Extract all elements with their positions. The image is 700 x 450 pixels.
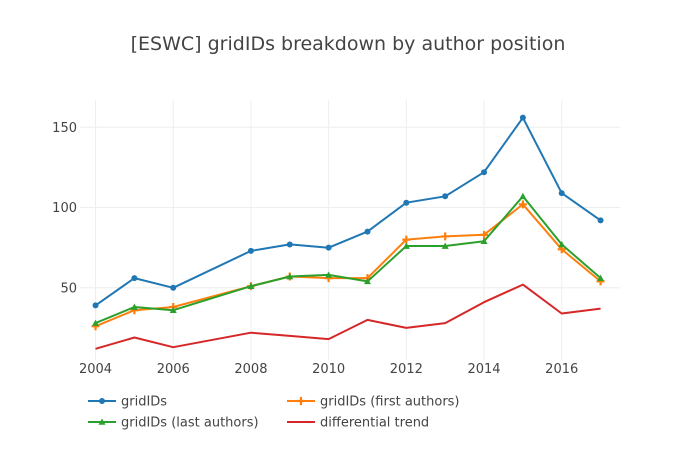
data-point [286, 273, 294, 280]
series-2 [92, 192, 605, 326]
x-tick-label: 2016 [545, 362, 578, 377]
x-tick-label: 2010 [312, 362, 345, 377]
data-point [597, 217, 604, 224]
series-3 [95, 283, 601, 350]
data-point [169, 306, 177, 314]
data-point [403, 199, 410, 206]
data-point [480, 237, 488, 245]
data-point [92, 302, 99, 309]
series-line [95, 283, 601, 350]
legend-item[interactable]: gridIDs [88, 395, 167, 410]
data-point [441, 242, 449, 249]
data-point [480, 230, 489, 239]
legend-marker [297, 397, 305, 405]
data-point [518, 200, 527, 209]
data-point [519, 192, 527, 200]
legend-label: gridIDs [121, 395, 167, 410]
data-point [597, 274, 605, 281]
data-point [130, 303, 138, 310]
x-tick-label: 2014 [467, 362, 500, 377]
x-tick-label: 2012 [390, 362, 423, 377]
legend-marker [98, 418, 106, 425]
data-point [481, 169, 488, 176]
series-lines [91, 114, 605, 350]
legend-item[interactable]: differential trend [287, 416, 429, 431]
data-point [247, 282, 255, 289]
data-point [558, 190, 565, 197]
data-point [325, 244, 332, 251]
x-tick-label: 2008 [234, 362, 267, 377]
data-point [325, 271, 333, 278]
data-point [402, 235, 411, 244]
data-point [363, 277, 371, 285]
legend-label: differential trend [320, 416, 429, 431]
data-point [442, 193, 449, 200]
legend-label: gridIDs (first authors) [320, 395, 460, 410]
legend: gridIDs gridIDs (first authors) gridIDs (l… [88, 395, 460, 431]
legend-item[interactable]: gridIDs (last authors) [88, 416, 259, 431]
legend-marker [99, 398, 105, 404]
chart-title: [ESWC] gridIDs breakdown by author posit… [131, 33, 566, 55]
data-point [519, 114, 526, 121]
data-point [92, 319, 100, 326]
y-tick-label: 150 [52, 121, 77, 136]
data-point [441, 232, 450, 241]
data-point [170, 284, 177, 291]
data-point [558, 240, 566, 248]
axis-ticks: 2004 2006 2008 2010 2012 2014 2016 50 100 150 [52, 121, 578, 377]
series-line [95, 195, 602, 325]
legend-item[interactable]: gridIDs (first authors) [287, 395, 460, 410]
x-tick-label: 2006 [157, 362, 190, 377]
data-point [247, 247, 254, 254]
grid-lines [80, 100, 620, 360]
data-point [402, 242, 410, 249]
data-point [131, 275, 138, 282]
data-point [286, 241, 293, 248]
legend-label: gridIDs (last authors) [121, 416, 259, 431]
y-tick-label: 50 [60, 281, 77, 296]
series-0 [92, 114, 604, 309]
data-point [364, 228, 371, 235]
y-tick-label: 100 [52, 201, 77, 216]
x-tick-label: 2004 [79, 362, 112, 377]
